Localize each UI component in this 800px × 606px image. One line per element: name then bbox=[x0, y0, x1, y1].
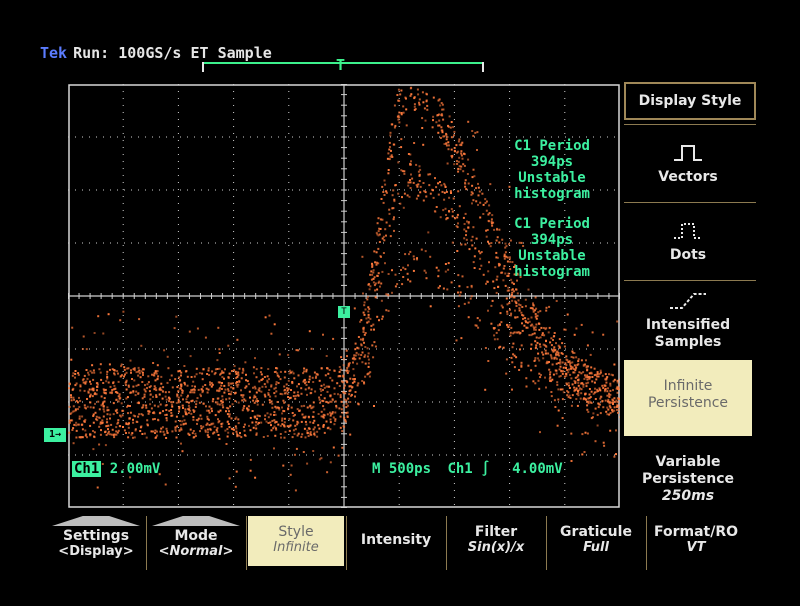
graticule-label: Graticule bbox=[560, 524, 632, 540]
measurement-2-state: Unstable bbox=[518, 248, 586, 264]
side-menu-divider bbox=[624, 280, 756, 281]
side-menu-divider bbox=[624, 124, 756, 125]
bottom-menu-divider bbox=[546, 516, 547, 570]
trigger-slope-icon: ∫ bbox=[481, 461, 490, 477]
dots-icon bbox=[674, 223, 702, 239]
bottom-menu-divider bbox=[446, 516, 447, 570]
filter-value: Sin(x)/x bbox=[467, 540, 525, 555]
trigger-channel: Ch1 bbox=[447, 461, 473, 477]
mode-value: <Normal> bbox=[158, 544, 234, 559]
settings-button[interactable]: Settings <Display> bbox=[48, 516, 144, 566]
trigger-position-marker: T bbox=[336, 56, 346, 74]
menu-tab-marker bbox=[52, 516, 140, 526]
graticule-value: Full bbox=[583, 540, 609, 555]
acquisition-status: Run: 100GS/s ET Sample bbox=[73, 44, 272, 62]
measurement-2-value: 394ps bbox=[530, 232, 574, 248]
variable-persistence-value: 250ms bbox=[661, 488, 715, 504]
record-view-bracket bbox=[202, 62, 484, 74]
variable-persistence-label: Variable Persistence bbox=[641, 454, 735, 487]
trigger-level-marker: T bbox=[338, 306, 350, 318]
bottom-menu-divider bbox=[346, 516, 347, 570]
channel-scale: 2.00mV bbox=[109, 461, 161, 477]
format-ro-button[interactable]: Format/RO VT bbox=[648, 516, 744, 566]
dots-label: Dots bbox=[669, 247, 707, 263]
bottom-menu: Settings <Display> Mode <Normal> Style I… bbox=[46, 516, 750, 570]
vectors-button[interactable]: Vectors bbox=[624, 142, 752, 194]
channel-scale-readout: Ch1 2.00mV bbox=[72, 461, 160, 477]
side-menu-divider bbox=[624, 202, 756, 203]
measurement-2-name: C1 Period bbox=[514, 216, 590, 232]
timebase-value: M 500ps bbox=[372, 461, 432, 477]
graticule-button[interactable]: Graticule Full bbox=[548, 516, 644, 566]
side-menu-title: Display Style bbox=[624, 82, 756, 120]
dots-button[interactable]: Dots bbox=[624, 220, 752, 272]
timebase-readout: M 500ps Ch1 ∫ 4.00mV bbox=[372, 461, 563, 477]
measurement-2: C1 Period 394ps Unstable histogram bbox=[490, 216, 614, 280]
brand-logo: Tek bbox=[40, 44, 68, 62]
bottom-menu-divider bbox=[646, 516, 647, 570]
filter-label: Filter bbox=[474, 524, 518, 540]
intensified-samples-label: Intensified Samples bbox=[645, 317, 731, 350]
measurement-2-source: histogram bbox=[514, 264, 590, 280]
mode-button[interactable]: Mode <Normal> bbox=[148, 516, 244, 566]
bottom-menu-divider bbox=[246, 516, 247, 570]
intensified-samples-icon bbox=[670, 293, 706, 309]
style-value: Infinite bbox=[273, 540, 319, 555]
measurement-1-source: histogram bbox=[514, 186, 590, 202]
intensity-label: Intensity bbox=[360, 532, 432, 548]
channel-label: Ch1 bbox=[72, 461, 102, 477]
style-label: Style bbox=[278, 524, 314, 540]
trigger-level: 4.00mV bbox=[512, 461, 563, 477]
vectors-icon bbox=[674, 145, 702, 161]
format-ro-value: VT bbox=[686, 540, 706, 555]
filter-button[interactable]: Filter Sin(x)/x bbox=[448, 516, 544, 566]
style-button[interactable]: Style Infinite bbox=[248, 516, 344, 566]
format-ro-label: Format/RO bbox=[653, 524, 739, 540]
measurement-1: C1 Period 394ps Unstable histogram bbox=[490, 138, 614, 202]
status-bar: Tek Run: 100GS/s ET Sample bbox=[40, 44, 272, 62]
vectors-label: Vectors bbox=[658, 169, 718, 185]
settings-value: <Display> bbox=[58, 544, 134, 559]
ch1-ground-marker[interactable]: 1→ bbox=[44, 428, 66, 442]
infinite-persistence-button[interactable]: Infinite Persistence bbox=[624, 360, 752, 436]
measurement-1-name: C1 Period bbox=[514, 138, 590, 154]
measurement-1-state: Unstable bbox=[518, 170, 586, 186]
waveform-trace bbox=[68, 86, 620, 492]
measurement-1-value: 394ps bbox=[530, 154, 574, 170]
variable-persistence-button[interactable]: Variable Persistence 250ms bbox=[624, 454, 752, 508]
menu-tab-marker bbox=[152, 516, 240, 526]
mode-label: Mode bbox=[174, 528, 218, 544]
intensity-button[interactable]: Intensity bbox=[348, 516, 444, 566]
bottom-menu-divider bbox=[146, 516, 147, 570]
graticule bbox=[68, 84, 620, 508]
settings-label: Settings bbox=[62, 528, 130, 544]
intensified-samples-button[interactable]: Intensified Samples bbox=[624, 290, 752, 354]
